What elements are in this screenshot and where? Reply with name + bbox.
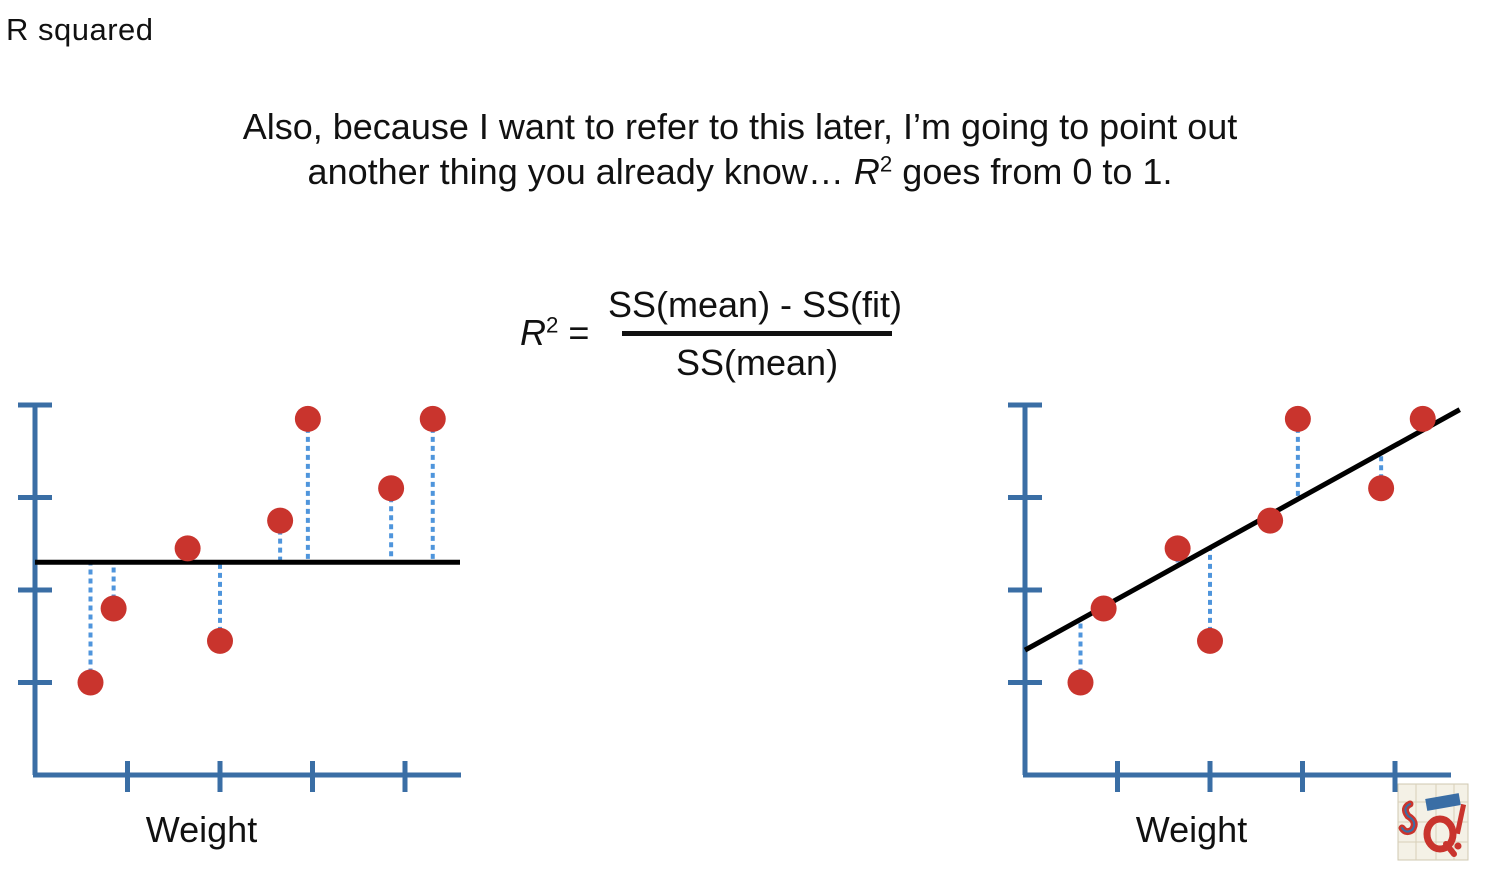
data-point bbox=[1164, 535, 1191, 562]
caption-line-2-end: goes from 0 to 1. bbox=[892, 151, 1173, 192]
fit-line bbox=[1023, 407, 1461, 653]
data-point bbox=[1284, 405, 1311, 432]
formula-equals: = bbox=[558, 312, 590, 353]
r-squared-formula: R2 = SS(mean) - SS(fit) SS(mean) bbox=[520, 282, 920, 392]
linear-fit-chart: Weight bbox=[1008, 402, 1461, 850]
data-point bbox=[1368, 475, 1395, 502]
data-point bbox=[267, 507, 294, 534]
data-point bbox=[1067, 669, 1094, 696]
data-point bbox=[100, 595, 127, 622]
data-point bbox=[378, 475, 405, 502]
formula-fraction-bar bbox=[622, 331, 892, 336]
caption-line-2-start: another thing you already know… bbox=[307, 151, 854, 192]
formula-lhs: R2 = bbox=[520, 312, 589, 354]
statquest-logo-icon bbox=[1397, 783, 1469, 861]
caption-r-var: R bbox=[853, 151, 880, 192]
formula-denominator: SS(mean) bbox=[676, 342, 839, 383]
data-point bbox=[294, 405, 321, 432]
data-point bbox=[1197, 627, 1223, 654]
data-point bbox=[174, 535, 201, 562]
caption-r-sup: 2 bbox=[879, 151, 893, 177]
mean-fit-chart: Weight bbox=[18, 402, 461, 850]
data-point bbox=[1409, 405, 1436, 432]
caption-line-2: another thing you already know… R2 goes … bbox=[0, 149, 1480, 194]
caption-line-1: Also, because I want to refer to this la… bbox=[242, 106, 1238, 147]
data-point bbox=[1090, 595, 1117, 622]
formula-r-var: R bbox=[520, 312, 546, 353]
x-axis-label: Weight bbox=[1136, 809, 1247, 850]
formula-numerator: SS(mean) - SS(fit) bbox=[608, 284, 903, 325]
data-point bbox=[207, 627, 233, 654]
data-point bbox=[1257, 507, 1284, 534]
formula-r-sup: 2 bbox=[546, 312, 559, 338]
x-axis-label: Weight bbox=[146, 809, 257, 850]
data-point bbox=[419, 405, 446, 432]
data-point bbox=[77, 669, 104, 696]
caption: Also, because I want to refer to this la… bbox=[0, 104, 1480, 194]
page-title: R squared bbox=[6, 12, 154, 47]
